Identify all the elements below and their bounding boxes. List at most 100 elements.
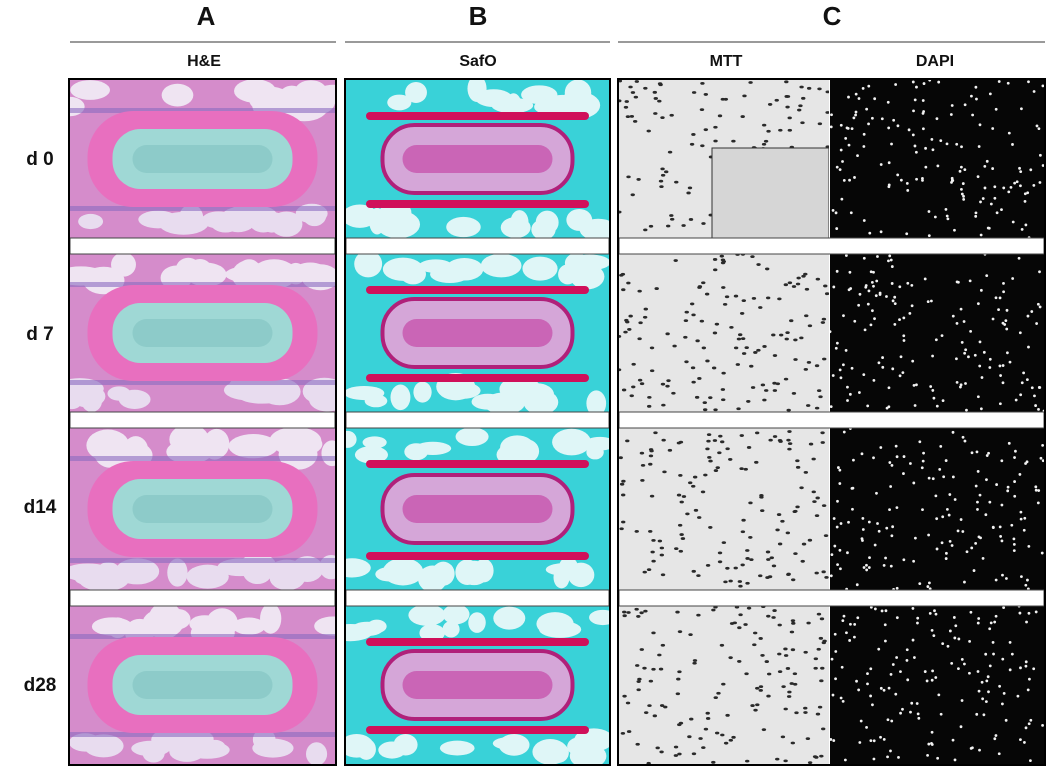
cell xyxy=(743,623,748,626)
panel-frame xyxy=(617,78,1046,766)
nucleus-signal xyxy=(893,322,897,326)
cell xyxy=(740,337,746,340)
cell xyxy=(653,97,658,100)
cell xyxy=(739,434,744,437)
cell xyxy=(639,451,645,455)
cell xyxy=(765,576,770,579)
cell xyxy=(746,606,752,610)
cell xyxy=(657,539,663,543)
cell xyxy=(667,150,673,154)
cell xyxy=(777,670,783,674)
nucleus-signal xyxy=(1026,688,1030,692)
nucleus-signal xyxy=(842,614,846,618)
nucleus-signal xyxy=(960,657,964,661)
nucleus-signal xyxy=(881,356,884,359)
cell xyxy=(777,439,783,442)
cell xyxy=(697,516,702,519)
nucleus-signal xyxy=(839,148,843,152)
cell xyxy=(807,538,813,542)
cell xyxy=(714,731,720,735)
cell xyxy=(804,287,810,291)
cell xyxy=(651,667,656,671)
cell xyxy=(622,614,627,618)
cell xyxy=(713,469,719,472)
nucleus-signal xyxy=(985,274,989,278)
nucleus-signal xyxy=(907,128,911,132)
row-gap xyxy=(618,411,1045,429)
tissue xyxy=(830,606,1044,764)
nucleus-signal xyxy=(991,167,995,170)
nucleus-signal xyxy=(842,314,845,318)
nucleus-signal xyxy=(923,670,927,673)
cell xyxy=(672,344,677,348)
nucleus-signal xyxy=(995,483,999,486)
micrograph xyxy=(70,428,335,590)
marrow xyxy=(442,606,470,625)
nucleus-signal xyxy=(956,529,960,533)
nucleus-signal xyxy=(851,507,854,511)
nucleus-signal xyxy=(934,676,938,679)
cell xyxy=(787,447,792,451)
nucleus-signal xyxy=(848,639,852,642)
cell xyxy=(724,295,730,299)
cell xyxy=(741,518,746,522)
nucleus-signal xyxy=(896,124,900,128)
nucleus-signal xyxy=(861,516,865,520)
nucleus-signal xyxy=(870,280,874,284)
nucleus-signal xyxy=(975,450,979,454)
cell xyxy=(632,119,638,123)
cell xyxy=(633,95,639,99)
nucleus-signal xyxy=(1007,190,1011,194)
cell xyxy=(775,382,781,386)
cell xyxy=(697,285,703,288)
cell xyxy=(721,286,726,289)
cell xyxy=(799,336,804,340)
nucleus-signal xyxy=(988,500,992,504)
nucleus-signal xyxy=(945,551,948,555)
marrow xyxy=(142,744,165,763)
cell xyxy=(678,473,683,477)
nucleus-signal xyxy=(936,164,940,168)
cell xyxy=(648,679,654,683)
nucleus-signal xyxy=(873,543,877,547)
nucleus-signal xyxy=(830,125,833,129)
nucleus-signal xyxy=(894,692,898,696)
nucleus-core xyxy=(132,671,273,699)
cell xyxy=(637,677,642,681)
cell xyxy=(789,319,794,323)
row-label: d 7 xyxy=(26,324,53,345)
cell xyxy=(820,431,825,435)
nucleus-signal xyxy=(926,585,930,588)
cell xyxy=(648,462,653,466)
cell xyxy=(693,508,699,512)
cell xyxy=(803,711,808,714)
cell xyxy=(740,115,745,118)
nucleus-signal xyxy=(1037,386,1041,389)
cell xyxy=(820,441,825,444)
nucleus-signal xyxy=(999,374,1002,377)
cell xyxy=(650,550,655,554)
nucleus-signal xyxy=(925,679,929,683)
cell xyxy=(647,395,652,399)
nucleus-signal xyxy=(964,382,967,385)
nucleus-signal xyxy=(879,735,882,739)
nucleus-signal xyxy=(836,499,839,503)
cell xyxy=(762,398,767,402)
nucleus-signal xyxy=(887,183,891,187)
nucleus-signal xyxy=(1035,124,1039,128)
nucleus-signal xyxy=(875,279,879,283)
cell xyxy=(638,321,643,325)
marrow xyxy=(553,566,570,589)
cell xyxy=(786,572,791,576)
nucleus-signal xyxy=(963,351,967,355)
cell xyxy=(687,186,693,190)
cell xyxy=(777,297,782,301)
nucleus-signal xyxy=(1000,702,1004,706)
micrograph xyxy=(830,428,1044,590)
nucleus-signal xyxy=(963,580,966,584)
cell xyxy=(801,542,807,546)
cell xyxy=(711,366,717,370)
nucleus-signal xyxy=(887,126,891,130)
nucleus-signal xyxy=(935,117,939,121)
nucleus-signal xyxy=(924,146,927,150)
